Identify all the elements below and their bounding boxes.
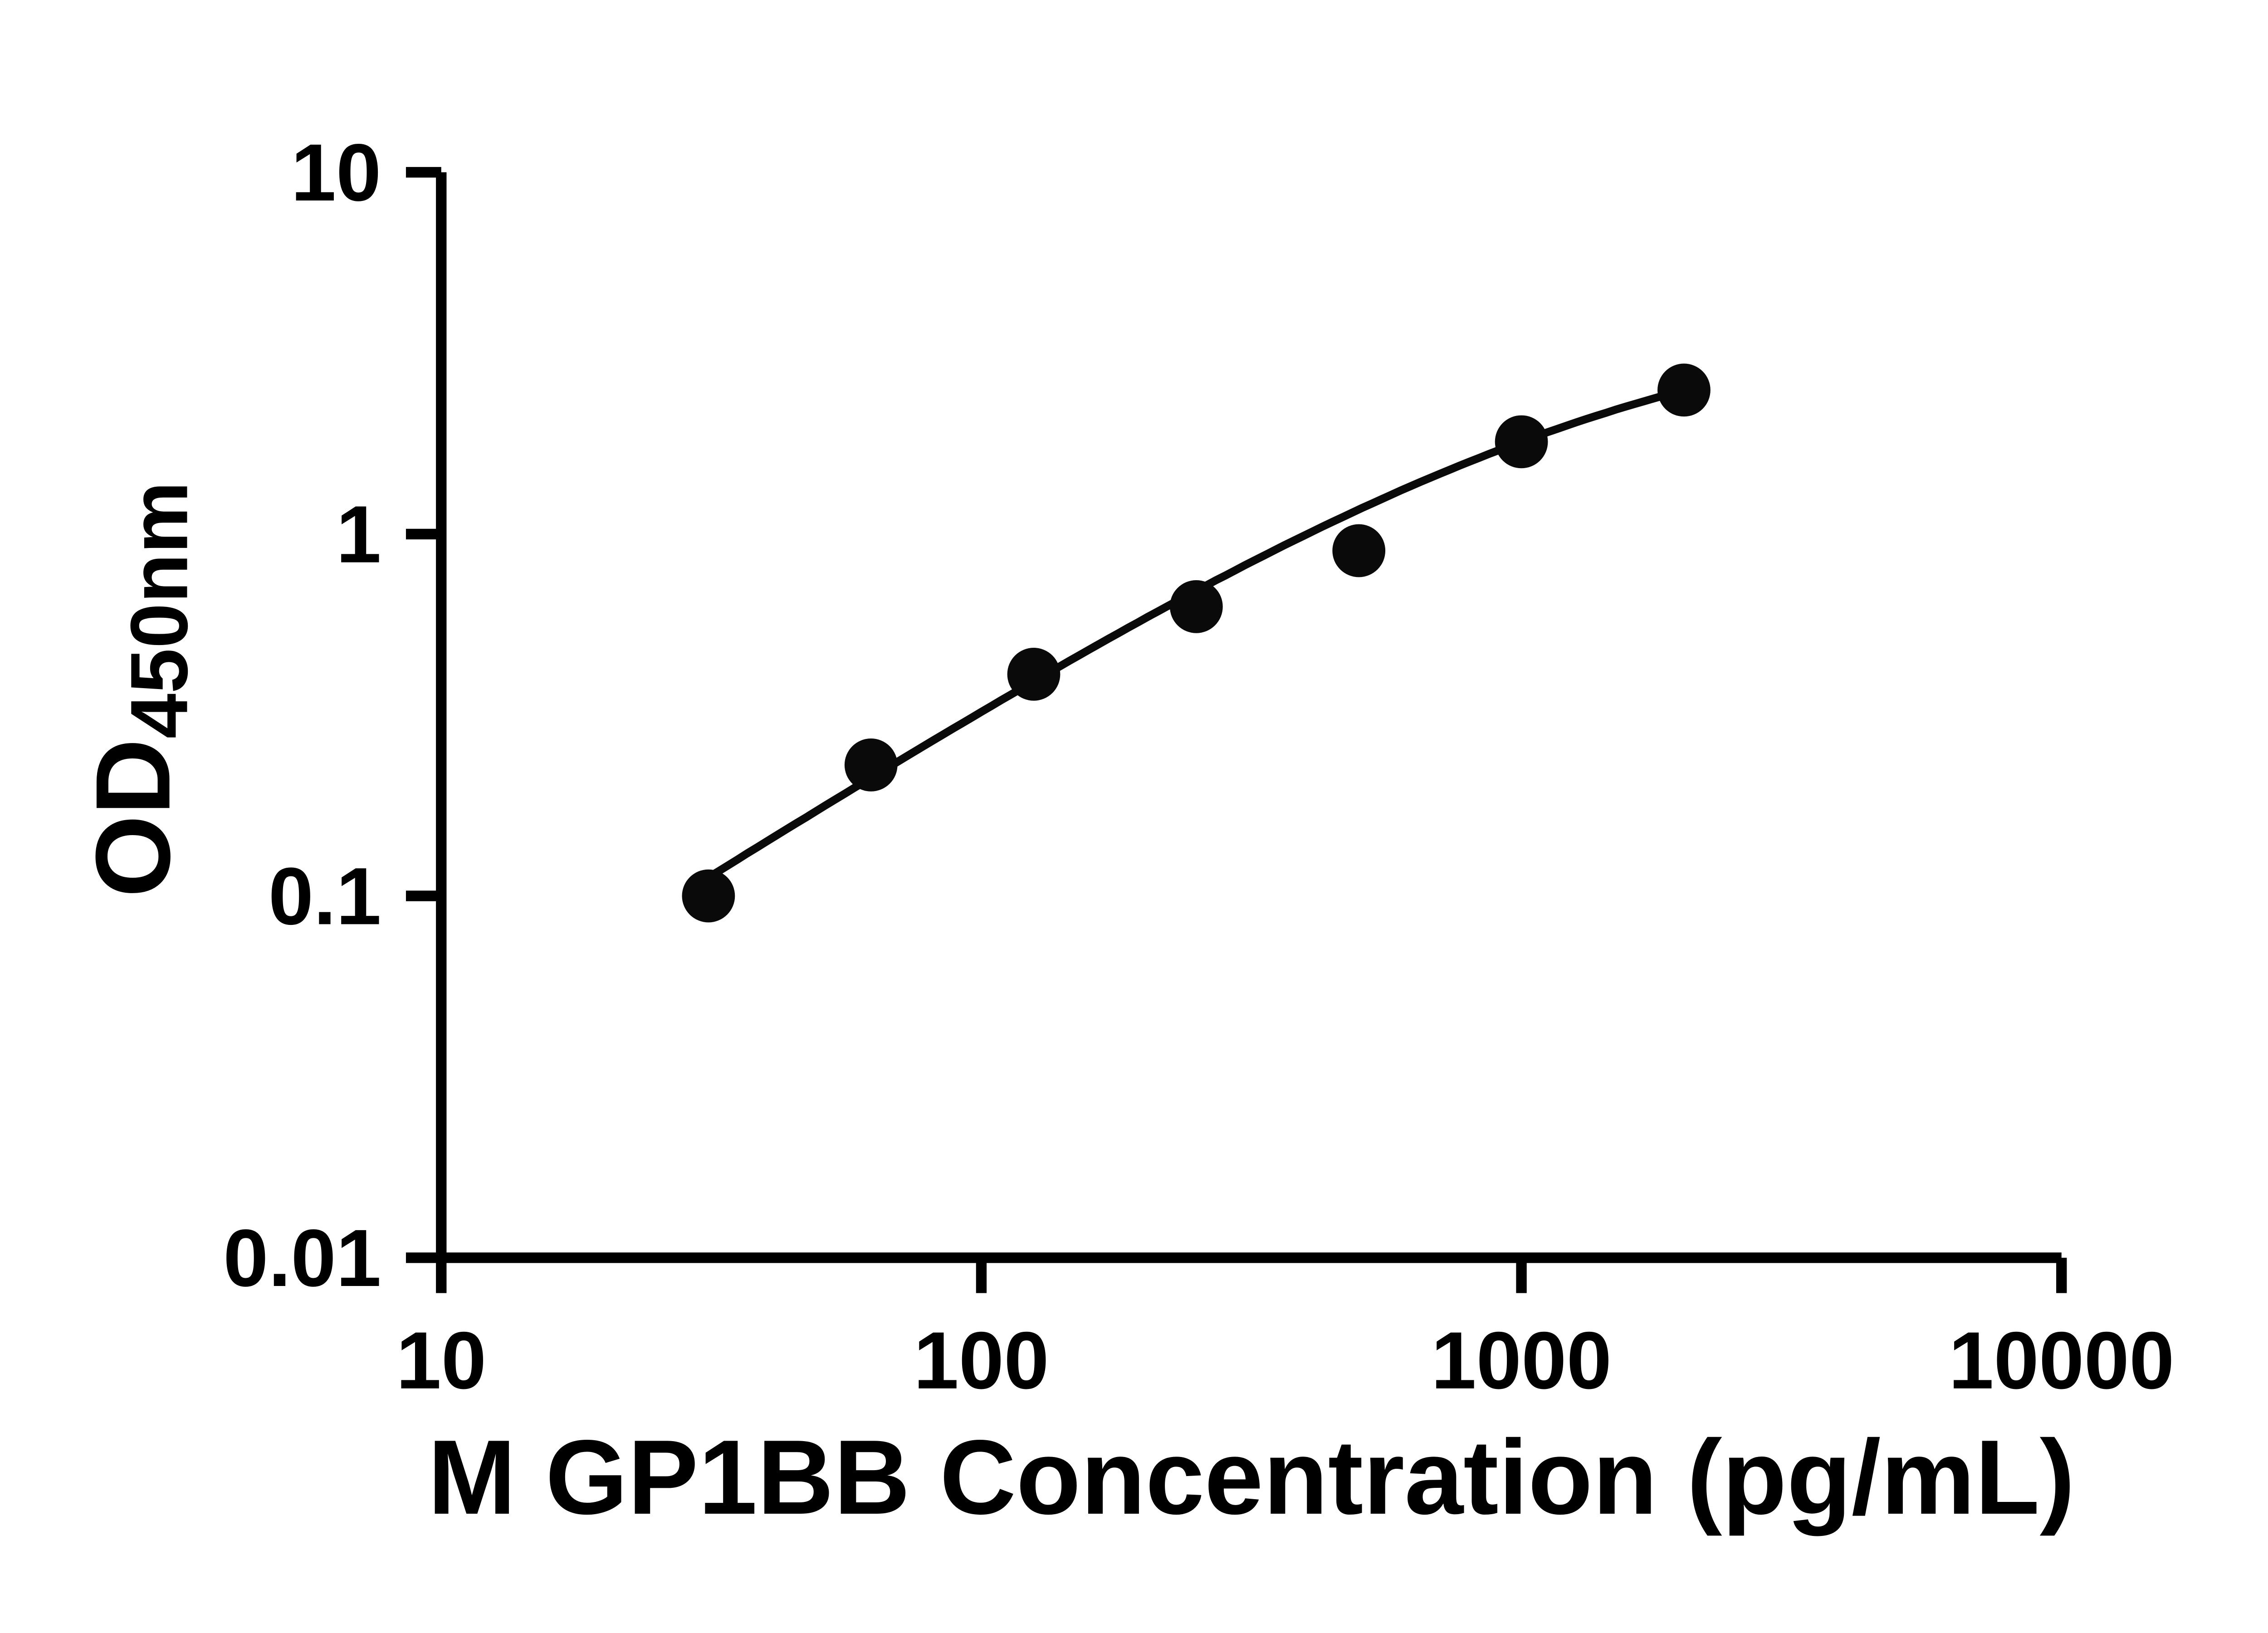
y-axis-title-subscript: 450nm xyxy=(113,481,204,738)
y-tick-label: 0.01 xyxy=(223,1213,381,1303)
x-tick-label: 1000 xyxy=(1431,1315,1612,1406)
y-axis-title-text: OD450nm xyxy=(74,481,205,897)
y-tick-label: 10 xyxy=(291,127,381,218)
axes-frame xyxy=(436,172,2062,1263)
y-tick-label: 1 xyxy=(336,489,381,580)
x-tick-label: 10000 xyxy=(1949,1315,2175,1406)
data-point xyxy=(1007,648,1061,701)
plot-area: 10 100 1000 10000 0.01 0.1 1 10 xyxy=(223,127,2174,1406)
fit-curve xyxy=(704,386,1688,881)
data-point xyxy=(1657,363,1711,417)
y-axis-title-main: OD xyxy=(74,738,192,897)
data-point xyxy=(844,738,898,792)
x-axis-title: M GP1BB Concentration (pg/mL) xyxy=(428,1418,2075,1536)
y-tick-label: 0.1 xyxy=(269,851,381,941)
x-tick-label: 10 xyxy=(396,1315,486,1406)
data-point xyxy=(1332,524,1386,577)
data-point xyxy=(1169,580,1223,633)
data-point xyxy=(1495,415,1548,469)
y-axis-title: OD450nm xyxy=(74,481,205,897)
data-point xyxy=(682,869,735,923)
x-tick-label: 100 xyxy=(914,1315,1049,1406)
